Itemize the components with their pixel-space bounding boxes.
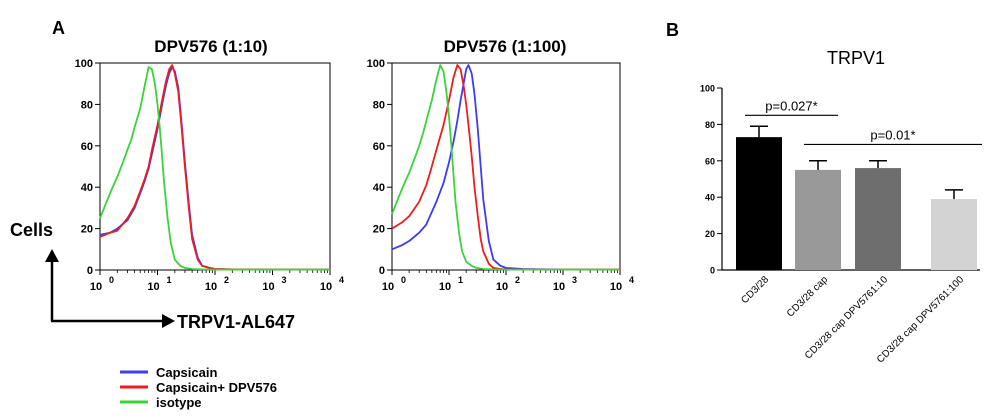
x-tick-label: 10 xyxy=(553,281,565,293)
x-tick-exponent: 0 xyxy=(401,275,406,285)
bar-chart-bars xyxy=(736,125,977,270)
histogram-1-x-ticks: 10 0 10 1 10 2 10 3 10 4 xyxy=(90,270,344,293)
x-tick-label: 10 xyxy=(320,281,332,293)
legend-label: Capsicain xyxy=(156,365,217,380)
x-tick-label: 10 xyxy=(90,281,102,293)
y-tick-label: 40 xyxy=(81,182,93,194)
series-line-capsicain-dpv576 xyxy=(391,64,620,271)
x-tick-exponent: 0 xyxy=(109,275,114,285)
y-tick-label: 0 xyxy=(379,265,385,277)
y-tick-label: 80 xyxy=(81,99,93,111)
y-tick-label: 20 xyxy=(81,224,93,236)
bar xyxy=(795,169,841,270)
y-tick-label: 40 xyxy=(373,182,385,194)
histogram-2-x-ticks: 10 0 10 1 10 2 10 3 10 4 xyxy=(382,270,634,293)
legend-label: Capsicain+ DPV576 xyxy=(156,380,277,395)
x-tick-exponent: 4 xyxy=(629,275,634,285)
series-line-capsicain xyxy=(99,66,330,271)
y-tick-label: 100 xyxy=(75,58,93,70)
y-tick-label: 20 xyxy=(373,224,385,236)
histogram-1-title: DPV576 (1:10) xyxy=(154,37,267,56)
legend-label: isotype xyxy=(156,395,202,410)
x-tick-label: 10 xyxy=(382,281,394,293)
y-tick-label: 60 xyxy=(373,141,385,153)
bar-category-label: CD3/28 cap DPV5761:100 xyxy=(875,274,966,365)
y-tick-label: 60 xyxy=(81,141,93,153)
x-tick-exponent: 3 xyxy=(282,275,287,285)
series-line-capsicain xyxy=(391,64,620,271)
histogram-2-lines xyxy=(391,64,620,271)
x-tick-exponent: 3 xyxy=(572,275,577,285)
y-axis-label: Cells xyxy=(10,220,53,240)
histogram-1-lines xyxy=(99,64,330,271)
x-tick-exponent: 2 xyxy=(224,275,229,285)
x-tick-label: 10 xyxy=(147,281,159,293)
bar xyxy=(736,137,782,270)
series-line-isotype xyxy=(99,66,330,271)
bar-y-tick-label: 80 xyxy=(705,120,715,130)
bar-y-tick-label: 60 xyxy=(705,156,715,166)
bar-y-tick-label: 0 xyxy=(710,266,715,276)
bar-category-label: CD3/28 xyxy=(739,274,771,306)
histogram-2-title: DPV576 (1:100) xyxy=(444,37,567,56)
y-tick-label: 0 xyxy=(87,265,93,277)
y-tick-label: 100 xyxy=(367,58,385,70)
x-tick-label: 10 xyxy=(496,281,508,293)
x-tick-exponent: 2 xyxy=(515,275,520,285)
histogram-2-y-ticks: 0 20 40 60 80 100 xyxy=(367,58,392,277)
x-axis-arrowhead xyxy=(162,314,175,328)
x-tick-label: 10 xyxy=(439,281,451,293)
bar-chart-trpv1: TRPV1 0 20 40 60 80 100 p=0.027* p=0.01* CD3/2… xyxy=(700,48,982,365)
p-value-label: p=0.01* xyxy=(870,127,915,142)
bar-category-label: CD3/28 cap xyxy=(785,274,830,319)
bar-chart-title: TRPV1 xyxy=(827,48,885,68)
bar xyxy=(855,168,901,270)
y-axis-arrowhead xyxy=(45,249,59,262)
bar-y-tick-label: 100 xyxy=(700,84,715,94)
histogram-1-y-ticks: 0 20 40 60 80 100 xyxy=(75,58,100,277)
axis-arrows xyxy=(45,249,175,328)
x-tick-label: 10 xyxy=(205,281,217,293)
bar-y-tick-label: 20 xyxy=(705,229,715,239)
x-tick-exponent: 1 xyxy=(167,275,172,285)
bar-y-tick-label: 40 xyxy=(705,193,715,203)
y-tick-label: 80 xyxy=(373,99,385,111)
x-axis-label: TRPV1-AL647 xyxy=(177,312,295,332)
histogram-2-frame xyxy=(391,62,621,271)
panel-a-label: A xyxy=(52,18,65,38)
x-tick-label: 10 xyxy=(610,281,622,293)
x-tick-exponent: 4 xyxy=(339,275,344,285)
histogram-1-frame xyxy=(99,62,331,271)
x-tick-label: 10 xyxy=(262,281,274,293)
series-line-capsicain-dpv576 xyxy=(99,64,330,271)
series-line-isotype xyxy=(391,64,620,271)
panel-b-label: B xyxy=(666,20,679,40)
p-value-label: p=0.027* xyxy=(765,98,817,113)
x-tick-exponent: 1 xyxy=(458,275,463,285)
bar xyxy=(931,199,977,270)
bar-chart-annotations: p=0.027* p=0.01* xyxy=(745,98,982,146)
